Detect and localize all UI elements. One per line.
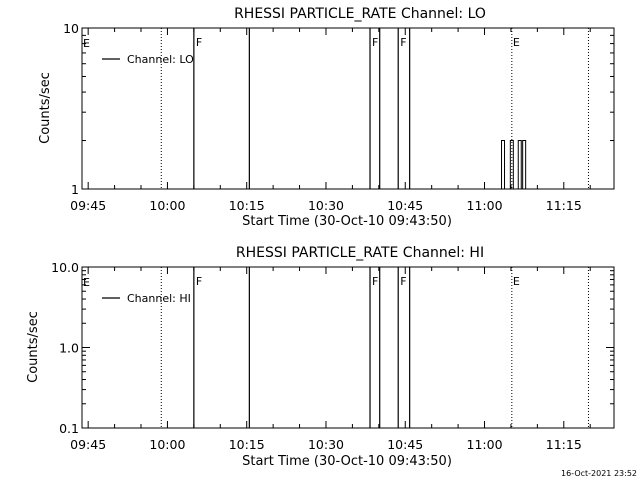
x-tick-label: 10:00: [149, 198, 185, 213]
y-axis-label: Counts/sec: [38, 72, 53, 144]
y-tick-label: 10: [63, 21, 79, 36]
x-axis-label: Start Time (30-Oct-10 09:43:50): [242, 214, 452, 229]
marker-flag: F: [372, 36, 378, 49]
marker-flag: F: [400, 36, 406, 49]
x-tick-label: 10:30: [308, 198, 344, 213]
x-tick-label: 09:45: [70, 437, 106, 452]
edge-flag: E: [83, 37, 90, 50]
data-spike: [501, 140, 506, 189]
marker-flag: F: [196, 36, 202, 49]
x-tick-label: 10:30: [308, 437, 344, 452]
data-spike: [517, 140, 522, 189]
x-tick-label: 10:45: [387, 198, 423, 213]
y-tick-label: 1.0: [59, 341, 79, 356]
marker-flag: E: [513, 36, 520, 49]
x-axis-label: Start Time (30-Oct-10 09:43:50): [242, 454, 452, 469]
timestamp-footer: 16-Oct-2021 23:52: [561, 469, 637, 478]
y-tick-label: 10.0: [51, 260, 79, 275]
chart-title: RHESSI PARTICLE_RATE Channel: LO: [234, 6, 486, 22]
marker-flag: E: [513, 275, 520, 288]
marker-flag: F: [196, 275, 202, 288]
x-tick-label: 09:45: [70, 198, 106, 213]
edge-flag: E: [83, 276, 90, 289]
data-spike: [509, 140, 514, 189]
marker-flag: F: [372, 275, 378, 288]
marker-flag: F: [400, 275, 406, 288]
legend-label: Channel: LO: [127, 53, 194, 66]
x-tick-label: 11:15: [546, 437, 582, 452]
x-tick-label: 10:15: [229, 198, 265, 213]
panel-lo: RHESSI PARTICLE_RATE Channel: LO 09:45 10:…: [38, 6, 615, 229]
x-tick-label: 10:15: [229, 437, 265, 452]
x-tick-label: 11:00: [467, 198, 503, 213]
x-tick-label: 11:15: [546, 198, 582, 213]
y-tick-label: 0.1: [59, 421, 79, 436]
data-spike: [522, 140, 527, 189]
legend-label: Channel: HI: [127, 292, 191, 305]
plot-frame: [81, 27, 615, 190]
x-tick-label: 10:00: [149, 437, 185, 452]
chart-title: RHESSI PARTICLE_RATE Channel: HI: [236, 245, 484, 261]
x-tick-label: 10:45: [387, 437, 423, 452]
x-tick-label: 11:00: [467, 437, 503, 452]
y-axis-label: Counts/sec: [26, 311, 41, 383]
panel-hi: RHESSI PARTICLE_RATE Channel: HI 09:45 10:…: [26, 245, 615, 469]
y-tick-label: 1: [71, 182, 79, 197]
